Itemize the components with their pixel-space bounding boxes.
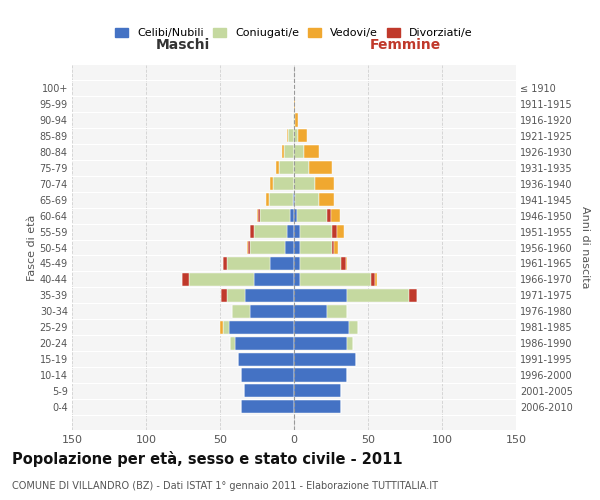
Bar xyxy=(221,289,227,302)
Bar xyxy=(282,146,284,158)
Bar xyxy=(334,241,338,254)
Bar xyxy=(241,368,294,382)
Text: COMUNE DI VILLANDRO (BZ) - Dati ISTAT 1° gennaio 2011 - Elaborazione TUTTITALIA.: COMUNE DI VILLANDRO (BZ) - Dati ISTAT 1°… xyxy=(12,481,438,491)
Bar xyxy=(376,273,377,286)
Bar xyxy=(254,225,287,238)
Legend: Celibi/Nubili, Coniugati/e, Vedovi/e, Divorziati/e: Celibi/Nubili, Coniugati/e, Vedovi/e, Di… xyxy=(111,23,477,42)
Bar xyxy=(287,225,294,238)
Bar xyxy=(271,177,273,190)
Bar xyxy=(294,162,309,174)
Bar xyxy=(304,146,319,158)
Bar xyxy=(247,241,248,254)
Bar xyxy=(223,257,227,270)
Bar xyxy=(245,289,294,302)
Bar xyxy=(232,304,250,318)
Bar xyxy=(227,289,245,302)
Bar xyxy=(300,241,332,254)
Bar xyxy=(223,320,229,334)
Bar xyxy=(230,336,235,349)
Bar xyxy=(409,289,417,302)
Bar xyxy=(347,289,409,302)
Bar xyxy=(297,209,326,222)
Bar xyxy=(294,336,347,349)
Bar xyxy=(319,193,334,206)
Bar xyxy=(220,320,223,334)
Bar xyxy=(227,257,271,270)
Bar xyxy=(244,384,294,398)
Text: Maschi: Maschi xyxy=(156,38,210,52)
Bar xyxy=(182,273,189,286)
Bar xyxy=(294,225,300,238)
Y-axis label: Anni di nascita: Anni di nascita xyxy=(580,206,590,289)
Bar xyxy=(276,162,279,174)
Bar xyxy=(269,193,293,206)
Bar xyxy=(300,225,332,238)
Bar xyxy=(298,130,307,142)
Bar xyxy=(326,304,347,318)
Bar xyxy=(295,114,298,126)
Bar xyxy=(331,209,340,222)
Bar xyxy=(294,352,356,366)
Bar xyxy=(288,130,294,142)
Bar xyxy=(294,193,295,206)
Bar xyxy=(250,304,294,318)
Bar xyxy=(257,209,259,222)
Bar xyxy=(294,146,304,158)
Bar xyxy=(341,257,346,270)
Bar xyxy=(294,114,295,126)
Bar xyxy=(250,241,285,254)
Bar xyxy=(189,273,254,286)
Bar xyxy=(254,273,294,286)
Bar xyxy=(259,209,260,222)
Bar xyxy=(235,336,294,349)
Bar xyxy=(294,384,341,398)
Bar xyxy=(294,209,297,222)
Bar xyxy=(260,209,290,222)
Bar xyxy=(293,193,294,206)
Bar xyxy=(294,130,298,142)
Bar xyxy=(241,400,294,413)
Text: Femmine: Femmine xyxy=(370,38,440,52)
Bar xyxy=(294,368,347,382)
Bar xyxy=(294,400,341,413)
Y-axis label: Fasce di età: Fasce di età xyxy=(26,214,37,280)
Bar xyxy=(273,177,294,190)
Bar xyxy=(332,241,334,254)
Bar xyxy=(279,162,294,174)
Bar xyxy=(293,114,294,126)
Bar xyxy=(290,209,294,222)
Bar xyxy=(294,98,295,110)
Bar xyxy=(337,225,344,238)
Bar xyxy=(371,273,376,286)
Bar xyxy=(294,177,315,190)
Bar xyxy=(332,225,337,238)
Bar xyxy=(326,209,331,222)
Bar xyxy=(346,257,347,270)
Bar xyxy=(248,241,250,254)
Text: Popolazione per età, sesso e stato civile - 2011: Popolazione per età, sesso e stato civil… xyxy=(12,451,403,467)
Bar xyxy=(284,146,294,158)
Bar xyxy=(266,193,269,206)
Bar xyxy=(349,320,358,334)
Bar xyxy=(287,130,288,142)
Bar xyxy=(250,225,254,238)
Bar xyxy=(294,241,300,254)
Bar xyxy=(300,273,371,286)
Bar xyxy=(294,304,326,318)
Bar xyxy=(229,320,294,334)
Bar xyxy=(315,177,334,190)
Bar xyxy=(271,257,294,270)
Bar xyxy=(285,241,294,254)
Bar xyxy=(294,257,300,270)
Bar xyxy=(295,193,319,206)
Bar xyxy=(300,257,341,270)
Bar xyxy=(294,289,347,302)
Bar xyxy=(294,273,300,286)
Bar xyxy=(294,320,349,334)
Bar xyxy=(309,162,332,174)
Bar xyxy=(347,336,353,349)
Bar xyxy=(238,352,294,366)
